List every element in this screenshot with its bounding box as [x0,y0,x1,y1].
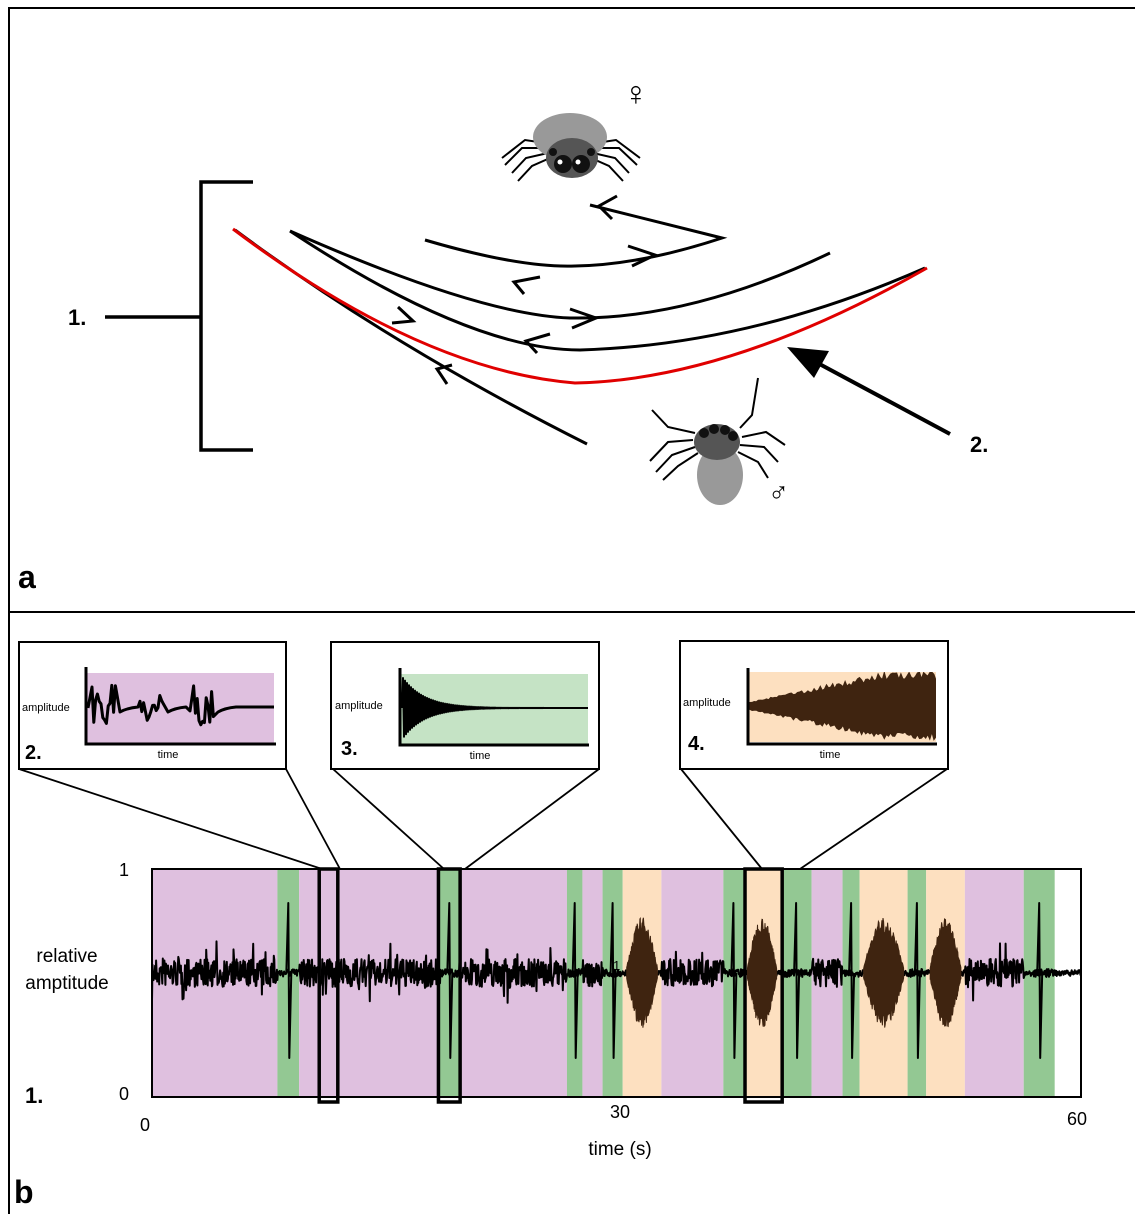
arrow-mid-left [523,332,551,355]
inset-4-signal [749,672,936,741]
inset-3-ylabel: amplitude [335,700,383,712]
inset-4-label: 4. [688,733,705,755]
main-signal [151,902,1082,1059]
zoom-box-1 [436,867,462,1104]
y-axis-label-line2: amptitude [25,973,108,994]
bracket [105,180,253,452]
x-tick-60: 60 [1067,1109,1087,1129]
inset-2-ylabel: amplitude [22,702,70,714]
inset-4-xlabel: time [820,749,841,761]
zoom-box-0 [317,867,340,1104]
inset-2: amplitude time 2. [18,641,287,770]
segment-purple-4 [458,869,567,1097]
thread-middle [289,229,926,352]
inset-3-xlabel: time [470,750,491,762]
red-thread [232,227,928,385]
main-chart: 1 0 0 30 60 1 time (s) relative amptitud… [25,860,1087,1160]
thread-upper [289,229,831,320]
pointer-arrow-shaft [811,358,951,436]
inset-4: amplitude time 4. [679,640,949,770]
inset-4-ylabel: amplitude [683,697,731,709]
x-tick-30: 30 [610,1102,630,1122]
zoom-boxes-layer [317,867,784,1104]
panel-letter-a: a [18,559,36,595]
main-label-1: 1. [25,1083,43,1108]
stray-tick: 1 [613,958,620,973]
inset-2-xlabel: time [158,749,179,761]
label-1: 1. [68,305,86,330]
pointer-arrow-head [787,347,829,378]
burst-2 [863,918,905,1028]
figure-frame [8,7,1135,1214]
inset-2-signal [86,683,274,727]
arrow-lower-left [434,363,453,385]
y-tick-0: 0 [119,1084,129,1104]
spider-male-icon [649,377,786,505]
inset-2-label: 2. [25,742,42,764]
arrow-top-left [596,194,618,221]
arrow-upper-left [511,275,541,295]
burst-0 [626,917,658,1028]
thread-top [424,203,728,268]
y-axis-label-line1: relative [36,946,97,967]
zoom-box-2 [743,867,784,1104]
male-symbol: ♂ [768,477,789,508]
bursts-layer [626,917,962,1028]
panel-b: amplitude time 2. amplitude time 3. ampl… [14,640,1087,1210]
y-tick-1: 1 [119,860,129,880]
spider-female-icon [501,113,641,182]
burst-3 [929,918,962,1028]
burst-1 [747,918,778,1028]
segment-purple-0 [152,869,278,1097]
inset-3-signal [401,677,588,738]
arrow-red [391,305,417,325]
arrow-top-right [627,244,659,268]
panel-a: 1. 2. [18,75,988,595]
x-axis-label: time (s) [588,1139,651,1160]
x-tick-0: 0 [140,1115,150,1135]
arrow-mid-right [569,307,601,330]
plot-border [151,868,1082,1098]
panel-letter-b: b [14,1174,34,1210]
inset-3-label: 3. [341,738,358,760]
label-2: 2. [970,432,988,457]
inset-3: amplitude time 3. [330,641,600,770]
direction-arrows [391,194,659,385]
zoom-connectors [18,768,948,870]
female-symbol: ♀ [623,75,649,113]
